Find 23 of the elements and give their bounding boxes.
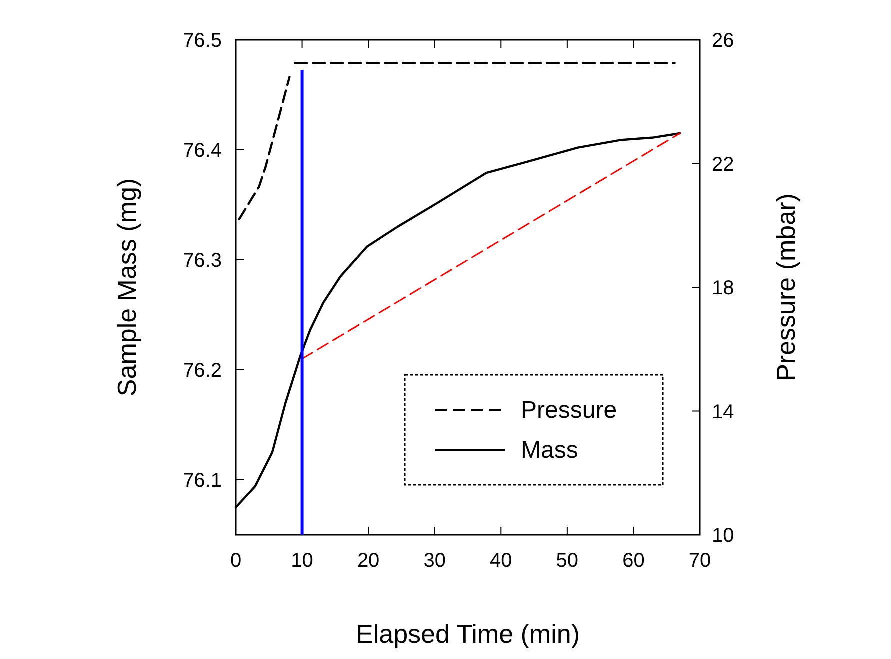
x-tick-label: 10 bbox=[291, 550, 314, 572]
x-tick-label: 50 bbox=[556, 550, 579, 572]
x-tick-label: 70 bbox=[688, 550, 712, 572]
x-tick-label: 30 bbox=[424, 550, 446, 572]
x-tick-label: 20 bbox=[357, 550, 380, 572]
y2-tick-label: 26 bbox=[712, 30, 734, 52]
y-axis-title: Sample Mass (mg) bbox=[112, 178, 142, 397]
y2-tick-label: 10 bbox=[712, 525, 734, 547]
legend-label: Mass bbox=[521, 437, 578, 464]
y2-tick-label: 14 bbox=[712, 401, 734, 424]
y-tick-label: 76.1 bbox=[183, 470, 222, 492]
x-axis-title: Elapsed Time (min) bbox=[356, 619, 580, 649]
y-tick-label: 76.2 bbox=[183, 360, 222, 382]
x-tick-label: 40 bbox=[490, 550, 512, 572]
y-tick-label: 76.4 bbox=[183, 140, 222, 162]
x-tick-label: 60 bbox=[622, 550, 645, 572]
legend-label: Pressure bbox=[521, 397, 618, 424]
y-tick-label: 76.3 bbox=[183, 250, 222, 272]
y2-tick-label: 22 bbox=[712, 154, 734, 176]
y2-tick-label: 18 bbox=[712, 278, 734, 300]
y-tick-label: 76.5 bbox=[183, 30, 222, 52]
y2-axis-title: Pressure (mbar) bbox=[771, 194, 801, 382]
x-tick-label: 0 bbox=[230, 550, 242, 572]
